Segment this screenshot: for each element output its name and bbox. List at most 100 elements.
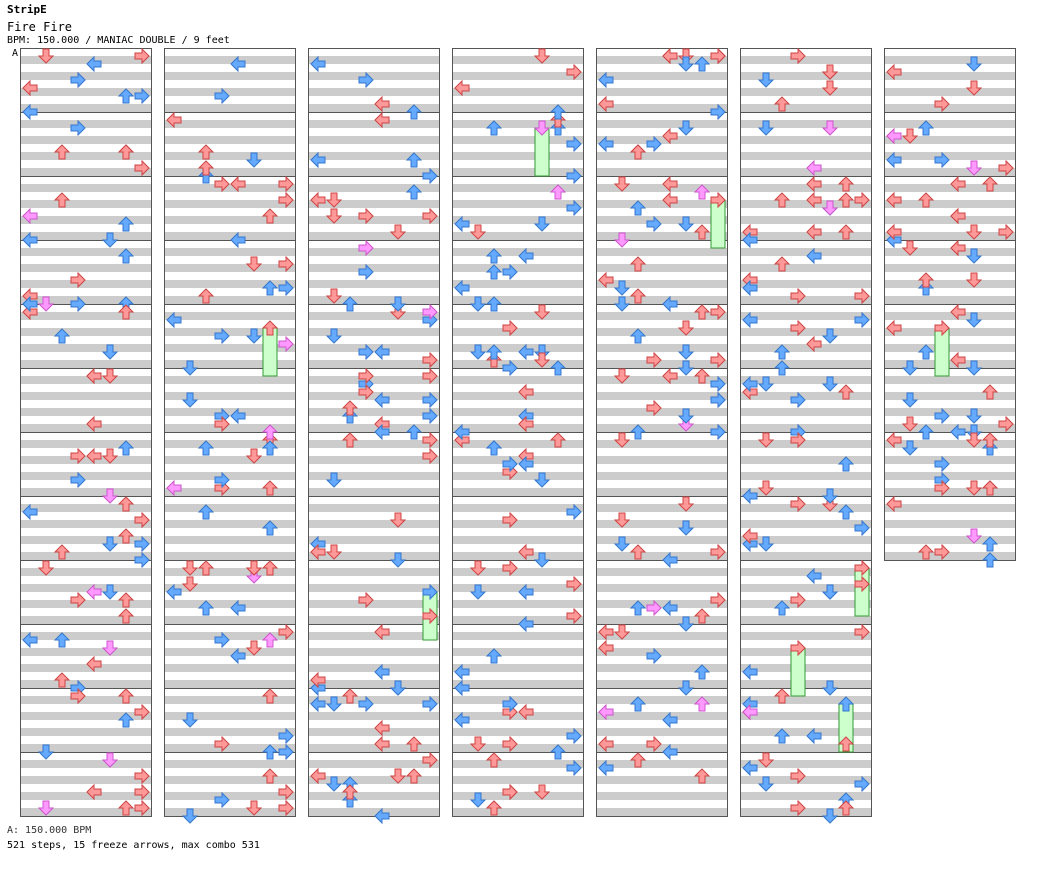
step-arrow — [518, 703, 534, 721]
step-arrow — [693, 664, 711, 680]
beat-stripe — [740, 56, 872, 64]
beat-stripe — [596, 200, 728, 208]
beat-stripe — [164, 136, 296, 144]
step-arrow — [662, 175, 678, 193]
step-arrow — [646, 599, 662, 617]
step-arrow — [613, 368, 631, 384]
step-arrow — [310, 191, 326, 209]
step-arrow — [261, 320, 279, 336]
beat-stripe — [20, 648, 152, 656]
step-arrow — [821, 328, 839, 344]
beat-stripe — [20, 168, 152, 176]
beat-stripe — [740, 88, 872, 96]
step-arrow — [502, 455, 518, 473]
beat-stripe — [740, 392, 872, 400]
step-arrow — [389, 296, 407, 312]
step-arrow — [821, 488, 839, 504]
step-arrow — [86, 655, 102, 673]
step-arrow — [613, 432, 631, 448]
beat-stripe — [20, 488, 152, 496]
beat-stripe — [596, 424, 728, 432]
beat-stripe — [452, 728, 584, 736]
step-arrow — [598, 623, 614, 641]
step-arrow — [70, 447, 86, 465]
step-arrow — [117, 304, 135, 320]
step-arrow — [742, 703, 758, 721]
beat-stripe — [20, 392, 152, 400]
step-arrow — [710, 351, 726, 369]
step-arrow — [837, 456, 855, 472]
step-arrow — [166, 311, 182, 329]
beat-stripe — [308, 88, 440, 96]
step-arrow — [934, 479, 950, 497]
step-arrow — [965, 480, 983, 496]
step-arrow — [710, 103, 726, 121]
arrow-layer — [22, 47, 1014, 825]
step-arrow — [518, 383, 534, 401]
step-arrow — [389, 224, 407, 240]
step-arrow — [86, 55, 102, 73]
beat-stripe — [20, 536, 152, 544]
beat-stripe — [884, 328, 1016, 336]
beat-stripe — [308, 744, 440, 752]
step-arrow — [533, 48, 551, 64]
beat-stripe — [164, 360, 296, 368]
beat-stripe — [308, 808, 440, 816]
beat-stripe — [740, 280, 872, 288]
step-arrow — [101, 640, 119, 656]
step-arrow — [261, 744, 279, 760]
chart-column — [452, 48, 584, 817]
beat-stripe — [308, 792, 440, 800]
step-arrow — [278, 799, 294, 817]
step-arrow — [613, 536, 631, 552]
step-arrow — [117, 440, 135, 456]
step-arrow — [22, 103, 38, 121]
beat-stripe — [596, 744, 728, 752]
step-arrow — [518, 543, 534, 561]
beat-stripe — [164, 392, 296, 400]
step-arrow — [422, 751, 438, 769]
beat-stripe — [164, 536, 296, 544]
beat-stripe — [740, 808, 872, 816]
step-arrow — [710, 423, 726, 441]
step-arrow — [325, 192, 343, 208]
step-arrow — [837, 176, 855, 192]
step-arrow — [117, 608, 135, 624]
step-arrow — [469, 736, 487, 752]
beat-stripe — [452, 648, 584, 656]
step-arrow — [934, 151, 950, 169]
step-arrow — [53, 144, 71, 160]
beat-stripe — [20, 328, 152, 336]
beat-stripe — [596, 472, 728, 480]
step-arrow — [310, 55, 326, 73]
step-arrow — [278, 175, 294, 193]
step-arrow — [278, 727, 294, 745]
beat-stripe — [164, 488, 296, 496]
step-arrow — [934, 455, 950, 473]
step-arrow — [22, 231, 38, 249]
beat-stripe — [20, 72, 152, 80]
beat-stripe — [740, 488, 872, 496]
step-arrow — [934, 95, 950, 113]
step-arrow — [790, 47, 806, 65]
beat-stripe — [452, 328, 584, 336]
step-arrow — [22, 207, 38, 225]
beat-stripe — [20, 632, 152, 640]
step-arrow — [886, 151, 902, 169]
chart-column — [740, 48, 872, 817]
step-arrow — [533, 216, 551, 232]
step-arrow — [566, 167, 582, 185]
step-arrow — [806, 175, 822, 193]
step-arrow — [101, 488, 119, 504]
beat-stripe — [164, 280, 296, 288]
step-arrow — [837, 504, 855, 520]
step-arrow — [261, 208, 279, 224]
beat-stripe — [452, 296, 584, 304]
step-arrow — [325, 544, 343, 560]
step-arrow — [341, 400, 359, 416]
step-arrow — [950, 351, 966, 369]
step-arrow — [374, 623, 390, 641]
step-arrow — [629, 424, 647, 440]
beat-stripe — [452, 120, 584, 128]
step-arrow — [374, 807, 390, 825]
